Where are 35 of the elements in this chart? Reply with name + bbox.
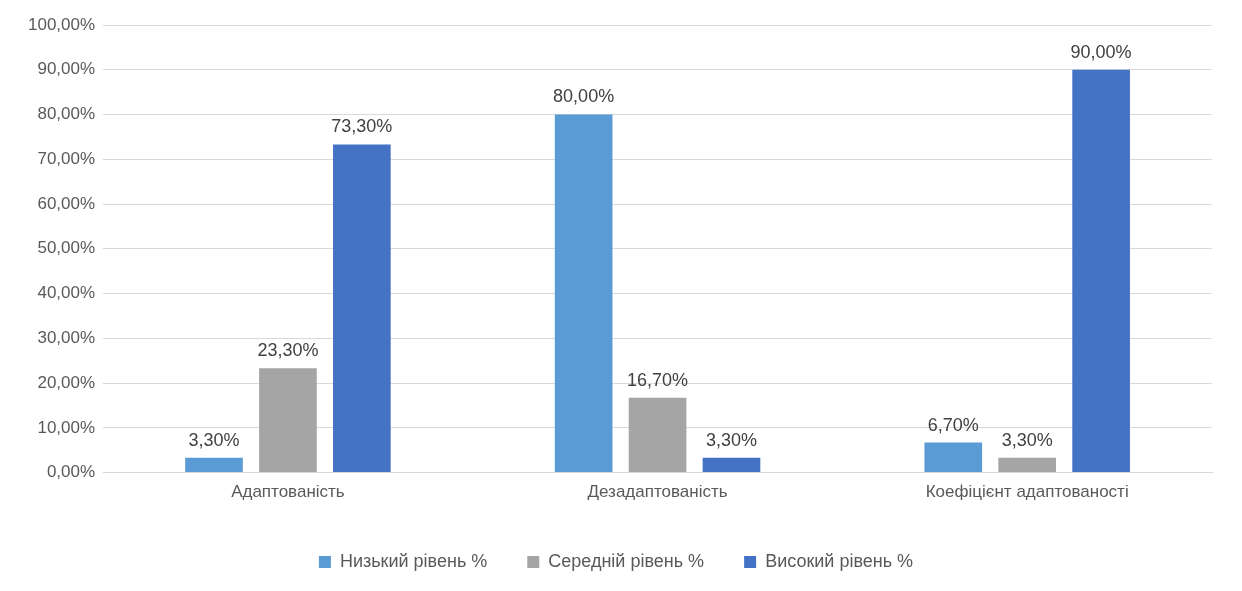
data-label: 3,30%	[188, 429, 240, 450]
legend-label: Середній рівень %	[548, 550, 705, 571]
y-tick-label: 10,00%	[37, 417, 96, 437]
x-tick-label: Дезадаптованість	[587, 482, 728, 502]
data-label: 6,70%	[927, 414, 979, 435]
y-tick-label: 60,00%	[37, 193, 96, 213]
bar	[554, 114, 613, 473]
data-label: 23,30%	[257, 340, 319, 361]
bar	[924, 442, 983, 473]
y-tick-label: 100,00%	[27, 14, 96, 34]
y-tick-label: 80,00%	[37, 104, 96, 124]
data-label: 16,70%	[627, 369, 689, 390]
y-tick-label: 40,00%	[37, 283, 96, 303]
legend-label: Низький рівень %	[339, 550, 488, 571]
bar	[259, 368, 317, 473]
y-tick-label: 0,00%	[46, 462, 96, 482]
x-tick-label: Адаптованість	[231, 482, 345, 502]
data-label: 3,30%	[1001, 429, 1053, 450]
data-label: 90,00%	[1070, 41, 1132, 62]
data-label: 3,30%	[705, 429, 758, 450]
y-tick-label: 90,00%	[37, 59, 96, 79]
data-label: 80,00%	[553, 86, 615, 107]
y-tick-label: 50,00%	[37, 238, 96, 258]
bar	[1072, 69, 1130, 473]
y-tick-label: 70,00%	[37, 148, 96, 168]
bar	[998, 457, 1057, 473]
bar	[333, 144, 391, 473]
bar	[702, 457, 761, 473]
x-tick-label: Коефіцієнт адаптованості	[925, 482, 1129, 502]
data-label: 73,30%	[331, 116, 393, 137]
legend-label: Високий рівень %	[765, 550, 914, 571]
y-tick-label: 20,00%	[37, 372, 96, 392]
bar	[185, 457, 243, 473]
bar	[628, 397, 687, 473]
y-tick-label: 30,00%	[37, 328, 96, 348]
